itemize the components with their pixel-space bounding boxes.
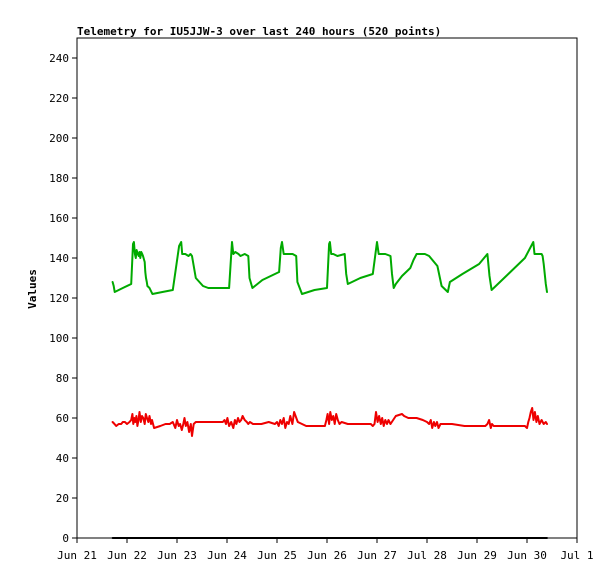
series-layer bbox=[111, 241, 548, 539]
x-tick-label: Jun 24 bbox=[207, 549, 247, 562]
series-1-line bbox=[111, 407, 548, 437]
chart-title: Telemetry for IU5JJW-3 over last 240 hou… bbox=[77, 25, 441, 38]
x-tick-label: Jun 27 bbox=[357, 549, 397, 562]
y-tick-label: 60 bbox=[56, 412, 69, 425]
x-tick-label: Jun 26 bbox=[307, 549, 347, 562]
y-tick-label: 0 bbox=[62, 532, 69, 545]
x-tick-label: Jun 30 bbox=[507, 549, 547, 562]
y-tick-label: 200 bbox=[49, 132, 69, 145]
y-tick-label: 240 bbox=[49, 52, 69, 65]
y-axis: 0 20 40 60 80 100 120 140 160 180 200 220 240 bbox=[49, 52, 77, 545]
series-0-line bbox=[111, 241, 548, 295]
x-tick-label: Jun 25 bbox=[257, 549, 297, 562]
y-tick-label: 220 bbox=[49, 92, 69, 105]
x-axis: Jun 21 Jun 22 Jun 23 Jun 24 Jun 25 Jun 26 Jun … bbox=[57, 538, 594, 562]
y-tick-label: 20 bbox=[56, 492, 69, 505]
y-tick-label: 80 bbox=[56, 372, 69, 385]
y-axis-label: Values bbox=[26, 269, 39, 309]
x-tick-label: Jun 23 bbox=[157, 549, 197, 562]
y-tick-label: 180 bbox=[49, 172, 69, 185]
y-tick-label: 160 bbox=[49, 212, 69, 225]
y-tick-label: 100 bbox=[49, 332, 69, 345]
x-tick-label: Jul 1 bbox=[560, 549, 593, 562]
y-tick-label: 140 bbox=[49, 252, 69, 265]
x-tick-label: Jul 28 bbox=[407, 549, 447, 562]
x-tick-label: Jun 22 bbox=[107, 549, 147, 562]
y-tick-label: 120 bbox=[49, 292, 69, 305]
x-tick-label: Jun 21 bbox=[57, 549, 97, 562]
x-tick-label: Jun 29 bbox=[457, 549, 497, 562]
y-tick-label: 40 bbox=[56, 452, 69, 465]
